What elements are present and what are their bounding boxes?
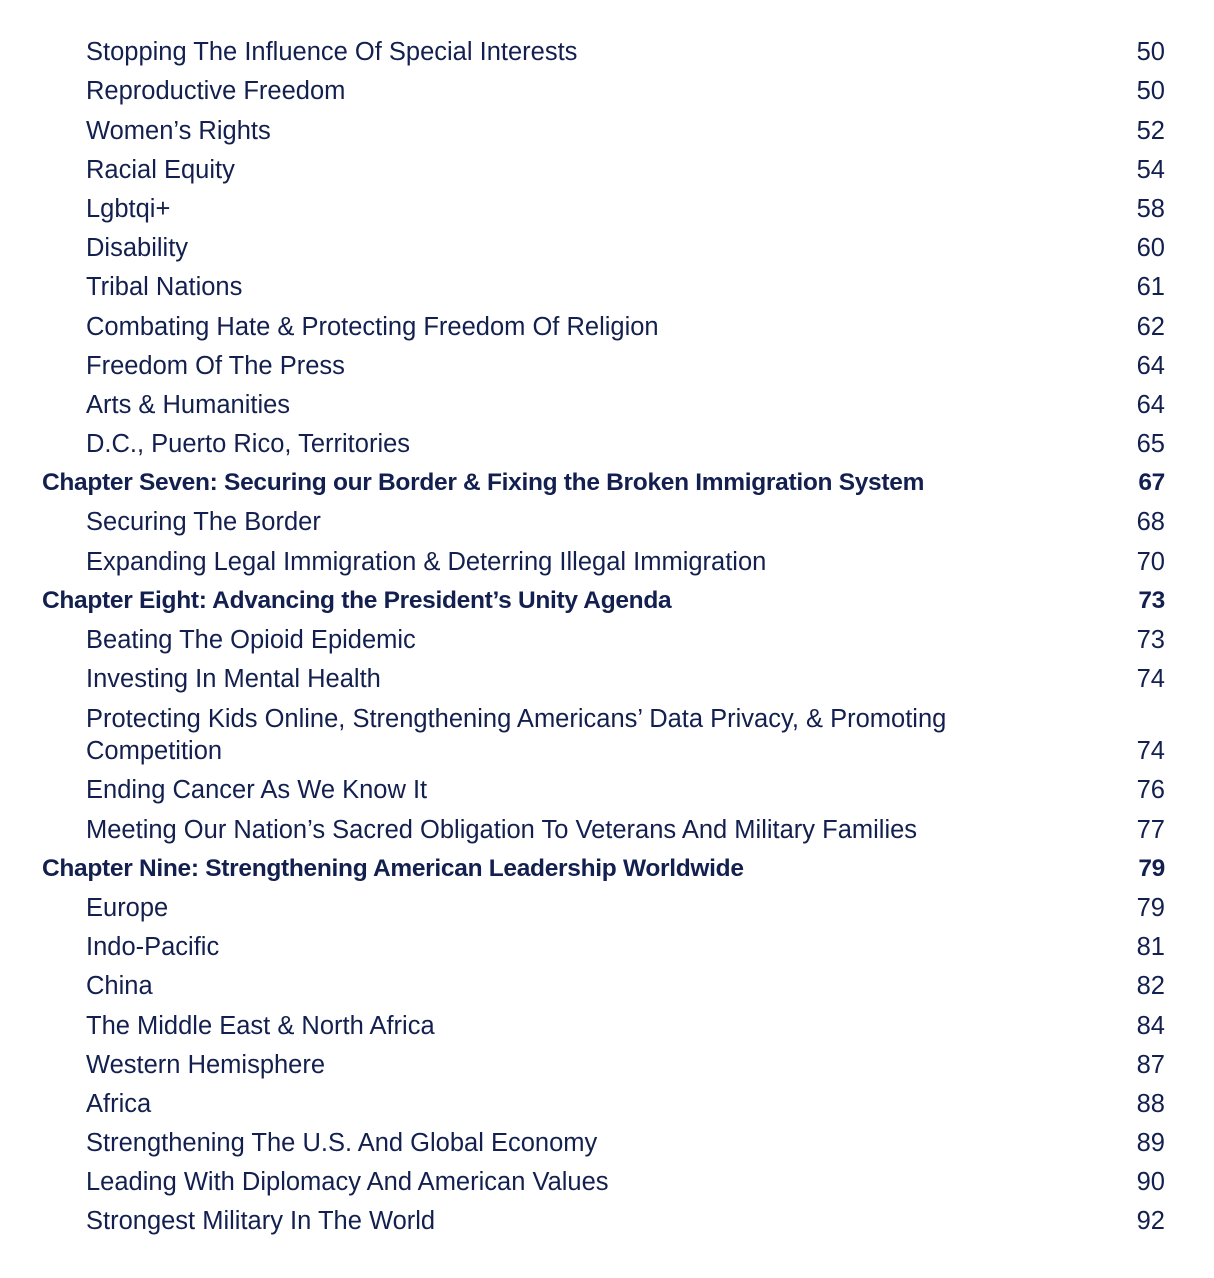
entry-page-number: 87 xyxy=(1136,1050,1165,1079)
entry-title: Chapter Nine: Strengthening American Lea… xyxy=(42,854,744,882)
entry-page-number: 79 xyxy=(1138,854,1165,882)
entry-page-number: 64 xyxy=(1136,390,1165,419)
entry-page-number: 74 xyxy=(1136,737,1165,766)
entry-page-number: 50 xyxy=(1136,77,1165,106)
entry-page-number: 90 xyxy=(1136,1168,1165,1197)
entry-title: Indo-Pacific xyxy=(86,933,220,962)
entry-title: Reproductive Freedom xyxy=(86,77,346,106)
entry-title: Arts & Humanities xyxy=(86,390,291,419)
toc-section-entry[interactable]: Stopping The Influence Of Special Intere… xyxy=(0,32,1214,71)
entry-page-number: 52 xyxy=(1136,116,1165,145)
entry-title: Ending Cancer As We Know It xyxy=(86,776,428,805)
toc-section-entry[interactable]: Strengthening The U.S. And Global Econom… xyxy=(0,1123,1214,1162)
entry-page-number: 68 xyxy=(1136,508,1165,537)
entry-title: Women’s Rights xyxy=(86,116,271,145)
entry-title: Protecting Kids Online, Strengthening Am… xyxy=(86,705,947,766)
toc-section-entry[interactable]: Western Hemisphere 87 xyxy=(0,1045,1214,1084)
toc-section-entry[interactable]: Leading With Diplomacy And American Valu… xyxy=(0,1162,1214,1201)
entry-page-number: 61 xyxy=(1136,273,1165,302)
toc-section-entry[interactable]: Investing In Mental Health 74 xyxy=(0,659,1214,698)
entry-title: Tribal Nations xyxy=(86,273,243,302)
toc-section-entry[interactable]: Women’s Rights 52 xyxy=(0,110,1214,149)
entry-title: Lgbtqi+ xyxy=(86,194,171,223)
toc-section-entry[interactable]: Indo-Pacific 81 xyxy=(0,927,1214,966)
entry-title: Disability xyxy=(86,234,189,263)
toc-chapter-entry[interactable]: Chapter Seven: Securing our Border & Fix… xyxy=(0,463,1214,502)
entry-title: Strongest Military In The World xyxy=(86,1207,436,1236)
toc-section-entry[interactable]: Meeting Our Nation’s Sacred Obligation T… xyxy=(0,809,1214,848)
entry-title: Investing In Mental Health xyxy=(86,665,381,694)
entry-title: Chapter Eight: Advancing the President’s… xyxy=(42,586,672,614)
entry-title: D.C., Puerto Rico, Territories xyxy=(86,430,411,459)
toc-section-entry[interactable]: Strongest Military In The World 92 xyxy=(0,1201,1214,1240)
toc-section-entry[interactable]: Lgbtqi+ 58 xyxy=(0,189,1214,228)
toc-chapter-entry[interactable]: Chapter Eight: Advancing the President’s… xyxy=(0,581,1214,620)
entry-page-number: 58 xyxy=(1136,194,1165,223)
entry-page-number: 60 xyxy=(1136,234,1165,263)
entry-title: Securing The Border xyxy=(86,508,321,537)
entry-title: Chapter Seven: Securing our Border & Fix… xyxy=(42,469,925,497)
toc-section-entry[interactable]: Protecting Kids Online, Strengthening Am… xyxy=(0,698,1214,770)
entry-page-number: 77 xyxy=(1136,815,1165,844)
entry-page-number: 64 xyxy=(1136,351,1165,380)
entry-title: Strengthening The U.S. And Global Econom… xyxy=(86,1129,598,1158)
entry-title: Africa xyxy=(86,1089,152,1118)
entry-title: Beating The Opioid Epidemic xyxy=(86,626,416,654)
entry-page-number: 76 xyxy=(1136,776,1165,805)
entry-page-number: 89 xyxy=(1136,1129,1165,1158)
entry-page-number: 88 xyxy=(1136,1089,1165,1118)
toc-section-entry[interactable]: D.C., Puerto Rico, Territories 65 xyxy=(0,424,1214,463)
table-of-contents: Stopping The Influence Of Special Intere… xyxy=(0,32,1214,1240)
toc-section-entry[interactable]: Africa 88 xyxy=(0,1084,1214,1123)
toc-section-entry[interactable]: Racial Equity 54 xyxy=(0,150,1214,189)
toc-section-entry[interactable]: China 82 xyxy=(0,966,1214,1005)
toc-section-entry[interactable]: Reproductive Freedom 50 xyxy=(0,71,1214,110)
entry-page-number: 74 xyxy=(1136,665,1165,694)
entry-title: Western Hemisphere xyxy=(86,1050,326,1079)
toc-section-entry[interactable]: Beating The Opioid Epidemic 73 xyxy=(0,620,1214,659)
entry-page-number: 70 xyxy=(1136,547,1165,576)
toc-section-entry[interactable]: Tribal Nations 61 xyxy=(0,267,1214,306)
entry-title: Leading With Diplomacy And American Valu… xyxy=(86,1168,609,1197)
toc-section-entry[interactable]: Arts & Humanities 64 xyxy=(0,385,1214,424)
entry-page-number: 81 xyxy=(1136,933,1165,962)
entry-page-number: 65 xyxy=(1136,430,1165,459)
entry-page-number: 54 xyxy=(1136,155,1165,184)
entry-title: Meeting Our Nation’s Sacred Obligation T… xyxy=(86,815,918,844)
entry-page-number: 84 xyxy=(1136,1011,1165,1040)
entry-page-number: 92 xyxy=(1136,1207,1165,1236)
entry-title: Europe xyxy=(86,893,169,922)
entry-title: Racial Equity xyxy=(86,155,235,184)
entry-page-number: 67 xyxy=(1138,469,1165,497)
toc-section-entry[interactable]: Expanding Legal Immigration & Deterring … xyxy=(0,541,1214,580)
entry-title: Freedom Of The Press xyxy=(86,351,345,380)
entry-page-number: 62 xyxy=(1136,312,1165,341)
toc-section-entry[interactable]: Ending Cancer As We Know It 76 xyxy=(0,770,1214,809)
entry-page-number: 73 xyxy=(1136,626,1165,654)
toc-section-entry[interactable]: Freedom Of The Press 64 xyxy=(0,346,1214,385)
entry-page-number: 82 xyxy=(1136,972,1165,1001)
toc-section-entry[interactable]: Combating Hate & Protecting Freedom Of R… xyxy=(0,306,1214,345)
toc-section-entry[interactable]: Securing The Border 68 xyxy=(0,502,1214,541)
entry-title: The Middle East & North Africa xyxy=(86,1011,435,1040)
entry-page-number: 79 xyxy=(1136,893,1165,922)
toc-chapter-entry[interactable]: Chapter Nine: Strengthening American Lea… xyxy=(0,849,1214,888)
entry-title: China xyxy=(86,972,153,1001)
entry-title: Stopping The Influence Of Special Intere… xyxy=(86,38,578,67)
entry-title: Expanding Legal Immigration & Deterring … xyxy=(86,547,767,576)
entry-page-number: 50 xyxy=(1136,38,1165,67)
entry-title: Combating Hate & Protecting Freedom Of R… xyxy=(86,312,659,341)
entry-page-number: 73 xyxy=(1138,586,1165,614)
toc-section-entry[interactable]: Europe 79 xyxy=(0,888,1214,927)
toc-section-entry[interactable]: Disability 60 xyxy=(0,228,1214,267)
toc-section-entry[interactable]: The Middle East & North Africa 84 xyxy=(0,1005,1214,1044)
